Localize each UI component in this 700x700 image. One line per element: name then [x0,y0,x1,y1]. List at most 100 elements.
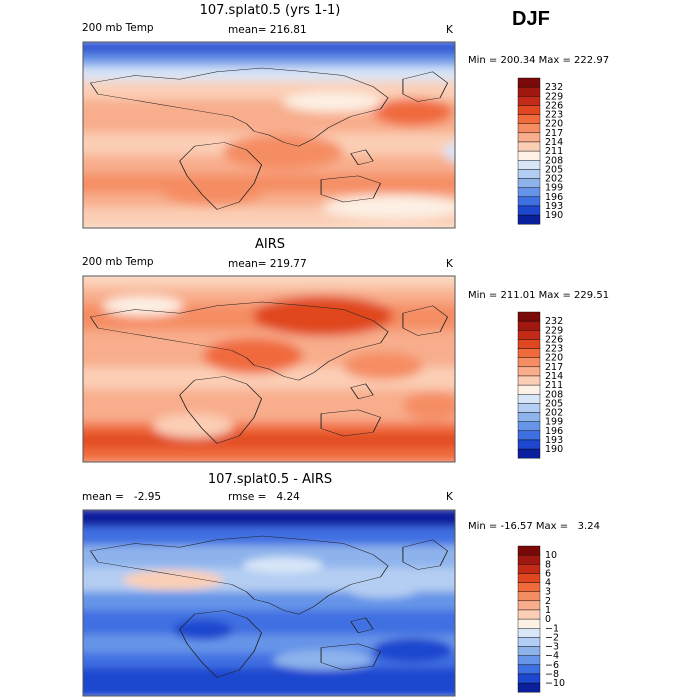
colorbar-box-3-11 [517,646,541,656]
map-panel-1 [82,41,456,229]
field-anomaly-1-2 [163,178,263,206]
field-anomaly-3-0 [123,570,223,590]
colorbar-label-3-0: 10 [545,550,557,561]
map-frame-1 [82,41,456,229]
panel1-mean: mean= 216.81 [228,24,307,36]
panel3-minmax: Min = -16.57 Max = 3.24 [468,521,600,532]
colorbar-box-1-11 [517,178,541,188]
colorbar-box-1-5 [517,123,541,134]
colorbar-label-2-10: 202 [545,408,563,419]
colorbar-label-1-7: 211 [545,146,563,157]
colorbar-box-1-12 [517,187,541,198]
colorbar-box-2-15 [517,448,541,459]
field-anomaly-1-3 [323,195,455,219]
colorbar-label-3-6: 1 [545,605,551,616]
colorbar-box-3-15 [517,682,541,693]
colorbar-label-2-2: 226 [545,334,563,345]
field-anomaly-3-3 [173,620,233,640]
field-band-3-1 [83,526,455,550]
panel3-title: 107.splat0.5 - AIRS [207,472,333,487]
colorbar-box-3-5 [517,591,541,602]
colorbar-label-1-6: 214 [545,137,563,148]
colorbar-box-2-9 [517,394,541,404]
colorbar-label-2-4: 220 [545,353,563,364]
colorbar-label-3-7: 0 [545,614,551,625]
colorbar-box-1-2 [517,96,541,106]
map-panel-3 [82,509,456,697]
colorbar-label-1-1: 229 [545,91,563,102]
field-anomaly-1-5 [283,92,383,112]
field-band-3-5 [83,610,455,639]
field-band-1-1 [83,53,455,71]
field-band-3-8 [83,667,455,696]
colorbar-2: 2322292262232202172142112082052021991961… [517,311,563,459]
panel2-mean: mean= 219.77 [228,258,307,270]
field-band-2-8 [83,433,455,451]
field-band-1-2 [83,66,455,85]
colorbar-label-1-11: 199 [545,183,563,194]
colorbar-label-3-8: −1 [545,623,559,634]
panel2-left-label: 200 mb Temp [82,256,154,268]
colorbar-label-3-9: −2 [545,632,559,643]
field-band-3-0 [83,510,455,531]
map-frame-2 [82,275,456,463]
colorbar-box-3-13 [517,664,541,675]
panel1-title: 107.splat0.5 (yrs 1-1) [199,3,341,18]
field-anomaly-3-1 [243,557,323,573]
panel3-units: K [446,491,453,503]
colorbar-label-2-11: 199 [545,417,563,428]
panel1-units: K [446,24,453,36]
colorbar-box-1-1 [517,86,541,97]
field-band-2-0 [83,276,455,293]
colorbar-label-1-12: 196 [545,192,563,203]
colorbar-label-2-13: 193 [545,435,563,446]
colorbar-box-2-0 [517,311,541,322]
field-anomaly-3-4 [373,638,453,662]
colorbar-label-1-3: 223 [545,110,563,121]
colorbar-1: 2322292262232202172142112082052021991961… [517,77,563,225]
colorbar-box-3-4 [517,582,541,592]
colorbar-label-3-3: 4 [545,578,551,589]
colorbar-box-1-10 [517,169,541,179]
field-band-2-5 [83,389,455,412]
colorbar-box-1-3 [517,105,541,115]
field-anomaly-3-5 [273,650,373,670]
field-anomaly-1-1 [373,98,453,126]
colorbar-label-2-1: 229 [545,325,563,336]
colorbar-box-3-10 [517,637,541,647]
colorbar-label-1-10: 202 [545,174,563,185]
colorbar-label-3-13: −8 [545,669,559,680]
colorbar-label-3-10: −3 [545,642,559,653]
panel3-mean: mean = -2.95 [82,491,162,503]
colorbar-label-2-8: 208 [545,389,563,400]
colorbar-box-2-13 [517,430,541,441]
season-label: DJF [512,8,550,30]
field-anomaly-2-0 [253,296,393,336]
colorbar-label-3-4: 3 [545,587,551,598]
panel2-title: AIRS [254,237,285,252]
colorbar-label-1-9: 205 [545,164,563,175]
colorbar-box-2-12 [517,421,541,432]
colorbar-label-3-11: −4 [545,651,559,662]
field-anomaly-1-4 [443,142,455,162]
colorbar-box-3-14 [517,673,541,684]
colorbar-box-3-8 [517,618,541,629]
field-band-3-6 [83,634,455,658]
colorbar-label-1-0: 232 [545,82,563,93]
colorbar-box-3-1 [517,554,541,565]
field-anomaly-1-0 [223,134,343,170]
colorbar-box-3-9 [517,628,541,638]
panel2-units: K [446,258,453,270]
colorbar-box-1-9 [517,160,541,170]
colorbar-box-3-0 [517,545,541,556]
colorbar-box-1-14 [517,205,541,216]
colorbar-label-2-5: 217 [545,362,563,373]
colorbar-box-2-8 [517,384,541,395]
colorbar-box-2-3 [517,339,541,349]
colorbar-label-2-7: 211 [545,380,563,391]
colorbar-box-2-6 [517,366,541,377]
colorbar-label-3-12: −6 [545,660,559,671]
colorbar-box-2-2 [517,330,541,340]
